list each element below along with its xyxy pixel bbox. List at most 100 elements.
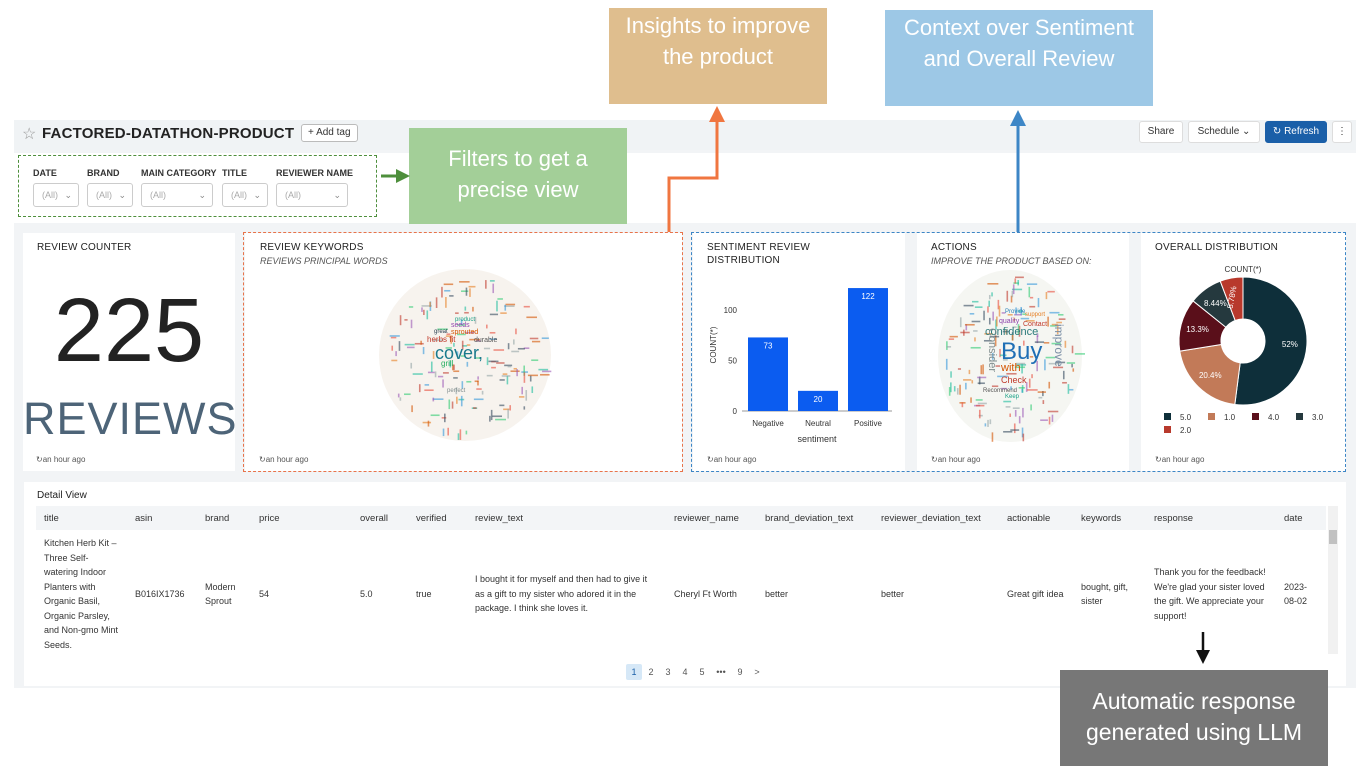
wordcloud-texture [945,358,948,370]
sentiment-title-line2: DISTRIBUTION [707,255,780,266]
wordcloud-texture [424,389,434,392]
filter-select-date[interactable]: (All) ⌄ [33,183,79,207]
wordcloud-texture [453,342,455,347]
wordcloud-texture [989,419,992,425]
wordcloud-texture [1011,290,1014,298]
column-header-title[interactable]: title [36,506,127,530]
page-button[interactable]: 1 [626,664,642,680]
filter-select-brand[interactable]: (All) ⌄ [87,183,133,207]
filter-value: (All) [150,190,166,200]
wordcloud-texture [441,286,443,298]
wordcloud-texture [995,365,1001,367]
wordcloud-texture [404,319,408,321]
add-tag-button[interactable]: + Add tag [301,124,358,142]
page-button[interactable]: 4 [682,667,688,677]
wordcloud-texture [464,331,475,334]
updated-text: an hour ago [42,455,86,464]
wordcloud-texture [485,280,487,289]
column-header-reviewer-deviation-text[interactable]: reviewer_deviation_text [873,506,999,530]
updated-text: an hour ago [937,455,981,464]
wordcloud-texture [411,405,413,413]
page-button[interactable]: 3 [665,667,671,677]
wordcloud-texture [404,393,411,396]
wordcloud-texture [978,414,983,417]
legend-swatch [1208,413,1215,420]
column-header-price[interactable]: price [251,506,352,530]
legend-swatch [1252,413,1259,420]
wordcloud-texture [490,409,493,421]
page-button[interactable]: 9 [737,667,743,677]
wordcloud-texture [973,330,978,332]
page-button[interactable]: 5 [699,667,705,677]
wordcloud-texture [974,306,983,308]
wordcloud-texture [1002,330,1010,333]
legend-swatch [1164,413,1171,420]
column-header-date[interactable]: date [1276,506,1326,530]
filter-value: (All) [96,190,112,200]
wordcloud-texture [390,336,397,339]
column-header-keywords[interactable]: keywords [1073,506,1146,530]
column-header-response[interactable]: response [1146,506,1276,530]
wordcloud-texture [423,309,425,316]
slice-label: 13.3% [1186,325,1209,334]
share-button[interactable]: Share [1139,121,1183,143]
action-word: quality [999,318,1020,325]
wordcloud-texture [444,413,446,423]
overall-donut-chart: COUNT(*) 52% 20.4% 13.3% 8.44%5.78% 5.0 1.0 4.0… [1164,265,1324,435]
filters-highlight-box [18,155,377,217]
wordcloud-texture [1037,297,1040,308]
wordcloud-texture [527,374,538,377]
refresh-label: Refresh [1284,126,1320,137]
column-header-verified[interactable]: verified [408,506,467,530]
updated-time: ↻an hour ago [707,455,757,464]
wordcloud-texture [525,390,528,401]
chevron-down-icon: ⌄ [118,190,126,200]
updated-text: an hour ago [713,455,757,464]
column-header-asin[interactable]: asin [127,506,197,530]
wordcloud-texture [503,408,510,411]
page-button[interactable]: 2 [648,667,654,677]
wordcloud-texture [1010,386,1012,391]
page-button[interactable]: ••• [716,667,726,677]
chevron-down-icon: ⌄ [253,190,261,200]
wordcloud-texture [1023,340,1025,346]
column-header-overall[interactable]: overall [352,506,408,530]
wordcloud-texture [505,303,516,306]
wordcloud-texture [395,351,397,357]
wordcloud-texture [1021,385,1024,393]
table-scrollbar[interactable] [1328,506,1338,654]
wordcloud-texture [391,345,394,351]
filter-select-reviewer-name[interactable]: (All) ⌄ [276,183,348,207]
updated-time: ↻an hour ago [36,455,86,464]
table-row[interactable]: Kitchen Herb Kit – Three Self-watering I… [36,530,1326,658]
schedule-button[interactable]: Schedule ⌄ [1188,121,1260,143]
wordcloud-texture [983,339,992,342]
wordcloud-texture [461,290,469,293]
favorite-star-icon[interactable]: ☆ [22,126,37,143]
wordcloud-texture [459,281,470,283]
wordcloud-texture [435,297,438,309]
wordcloud-texture [414,342,424,345]
legend-label: 4.0 [1268,413,1280,422]
insights-highlight-box [243,232,683,472]
action-word: with [1000,362,1021,374]
wordcloud-texture [1017,324,1020,335]
next-page-button[interactable]: > [754,667,760,677]
wordcloud-texture [461,340,464,350]
scrollbar-thumb[interactable] [1329,530,1337,544]
wordcloud-texture [461,381,464,389]
filter-select-main-category[interactable]: (All) ⌄ [141,183,213,207]
action-word: Check [1001,375,1027,385]
column-header-review-text[interactable]: review_text [467,506,666,530]
column-header-brand-deviation-text[interactable]: brand_deviation_text [757,506,873,530]
action-word: support [1025,312,1045,318]
column-header-actionable[interactable]: actionable [999,506,1073,530]
more-menu-button[interactable]: ⋮ [1332,121,1352,143]
wordcloud-texture [1029,356,1034,358]
column-header-reviewer-name[interactable]: reviewer_name [666,506,757,530]
wordcloud-texture [410,319,413,329]
column-header-brand[interactable]: brand [197,506,251,530]
refresh-button[interactable]: ↻ Refresh [1265,121,1327,143]
wordcloud-texture [978,409,981,419]
filter-select-title[interactable]: (All) ⌄ [222,183,268,207]
